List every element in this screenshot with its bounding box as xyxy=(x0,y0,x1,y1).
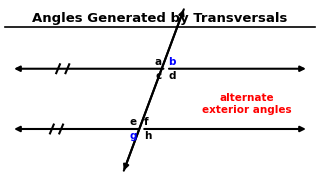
Text: g: g xyxy=(129,131,137,141)
Text: d: d xyxy=(169,71,176,81)
Text: alternate
exterior angles: alternate exterior angles xyxy=(202,93,292,115)
Text: e: e xyxy=(130,117,137,127)
Text: h: h xyxy=(144,131,151,141)
Text: a: a xyxy=(155,57,162,67)
Text: Angles Generated by Transversals: Angles Generated by Transversals xyxy=(32,12,288,25)
Text: b: b xyxy=(169,57,176,67)
Text: f: f xyxy=(144,117,148,127)
Text: c: c xyxy=(155,71,162,81)
